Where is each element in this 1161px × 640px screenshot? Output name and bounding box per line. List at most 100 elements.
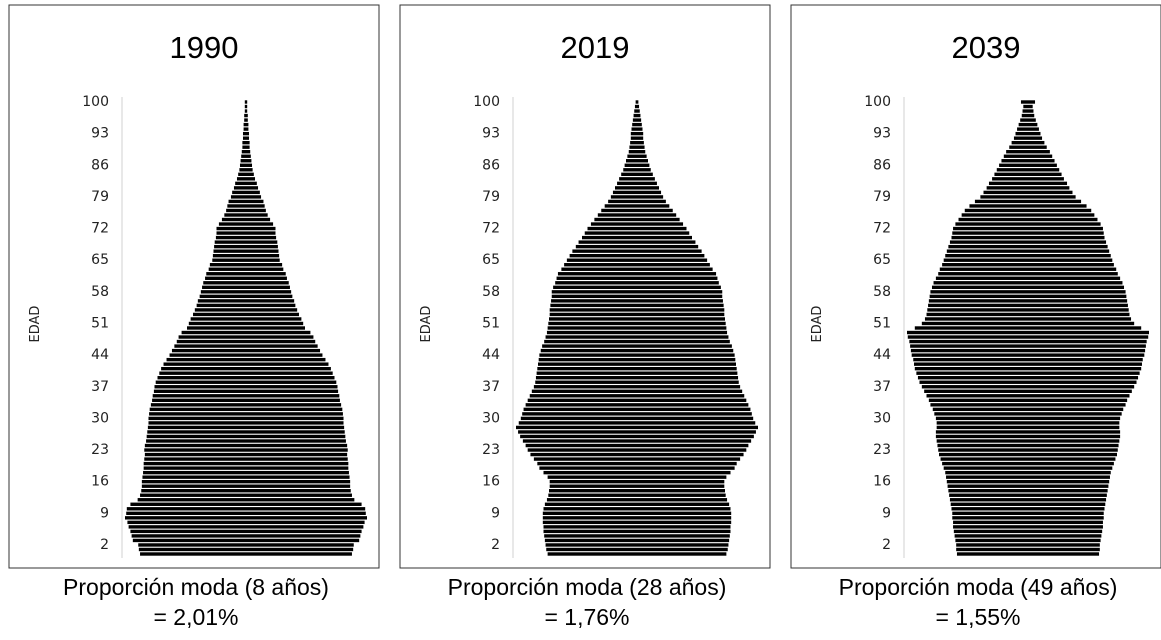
bar: [1009, 145, 1047, 149]
y-tick-label: 44: [873, 347, 891, 363]
bar: [171, 348, 321, 353]
bar: [218, 222, 274, 226]
bar: [126, 507, 366, 511]
bar: [132, 538, 360, 543]
bar: [555, 281, 719, 285]
y-tick-label: 9: [100, 505, 109, 521]
bar: [553, 285, 721, 290]
bar: [518, 430, 756, 434]
bar: [921, 385, 1135, 389]
bar: [935, 416, 1121, 421]
y-tick-label: 23: [873, 442, 891, 458]
bar: [943, 258, 1113, 262]
bar: [1023, 104, 1033, 109]
bar: [1020, 100, 1036, 104]
bar: [159, 371, 333, 375]
y-tick-label: 2: [100, 537, 109, 553]
bar: [538, 362, 736, 366]
bar: [126, 511, 366, 516]
y-tick-label: 100: [82, 94, 109, 110]
bar: [956, 552, 1100, 556]
bar: [242, 140, 250, 145]
annotation: Proporción moda (28 años): [448, 574, 727, 600]
bar: [542, 511, 732, 516]
bar: [914, 362, 1142, 366]
bar: [935, 276, 1121, 280]
bar: [956, 547, 1100, 552]
bar: [1020, 118, 1036, 122]
bar: [527, 398, 747, 403]
bar: [155, 380, 337, 384]
bar: [926, 312, 1130, 317]
bar: [953, 226, 1103, 231]
y-tick-label: 72: [91, 221, 109, 237]
bar: [942, 461, 1114, 466]
bar: [537, 461, 737, 466]
bar: [214, 244, 278, 249]
y-tick-label: 51: [873, 315, 891, 331]
bar: [523, 407, 751, 412]
bar: [935, 430, 1121, 434]
bar: [630, 140, 644, 145]
bar: [244, 113, 248, 118]
bar: [147, 425, 345, 430]
bar: [127, 520, 365, 525]
bar: [569, 253, 705, 258]
bar: [520, 416, 754, 421]
bar: [539, 353, 735, 357]
y-tick-label: 16: [873, 474, 891, 490]
y-tick-label: 58: [91, 284, 109, 300]
chart-panel: 2019 EDAD 2 9 16 23 30 37 44 51 58 65 72 79 86 93 100 Pro…: [399, 4, 771, 630]
bar: [221, 217, 271, 222]
bar: [233, 186, 259, 190]
bar: [148, 416, 344, 421]
bar: [1013, 136, 1043, 140]
y-axis-label: EDAD: [419, 306, 434, 343]
bar: [544, 538, 730, 543]
bar: [144, 448, 348, 452]
bar: [999, 163, 1057, 167]
bar: [608, 199, 666, 204]
y-tick-label: 51: [482, 315, 500, 331]
bar: [627, 154, 647, 158]
bar: [533, 385, 741, 389]
bar: [913, 357, 1143, 362]
bar: [914, 366, 1142, 371]
bar: [956, 543, 1100, 547]
bar: [187, 326, 305, 330]
bar: [1018, 122, 1038, 127]
bar: [983, 190, 1073, 195]
bar: [141, 489, 351, 493]
bar: [945, 253, 1111, 258]
bar: [928, 303, 1128, 308]
bar: [244, 109, 248, 113]
bar: [190, 317, 302, 321]
bar: [199, 294, 293, 299]
y-axis-label: EDAD: [28, 306, 43, 343]
bar: [1003, 154, 1053, 158]
bar: [561, 267, 713, 271]
bar: [181, 330, 311, 335]
bar: [516, 425, 758, 430]
bar: [140, 552, 352, 556]
bar: [544, 534, 730, 538]
bar: [197, 299, 295, 303]
bar: [587, 226, 687, 231]
bar: [202, 285, 290, 290]
bar: [969, 204, 1087, 208]
bar: [949, 498, 1107, 502]
bar: [939, 267, 1117, 271]
bar: [141, 479, 351, 484]
bar: [144, 457, 348, 461]
bar: [546, 330, 728, 335]
bar: [146, 439, 346, 443]
bar: [547, 552, 727, 556]
bar: [955, 222, 1101, 226]
bar: [633, 113, 641, 118]
bar: [584, 231, 690, 235]
bar: [624, 163, 650, 167]
chart-title: 2019: [561, 30, 630, 65]
bar: [138, 547, 354, 552]
bar: [542, 520, 732, 525]
